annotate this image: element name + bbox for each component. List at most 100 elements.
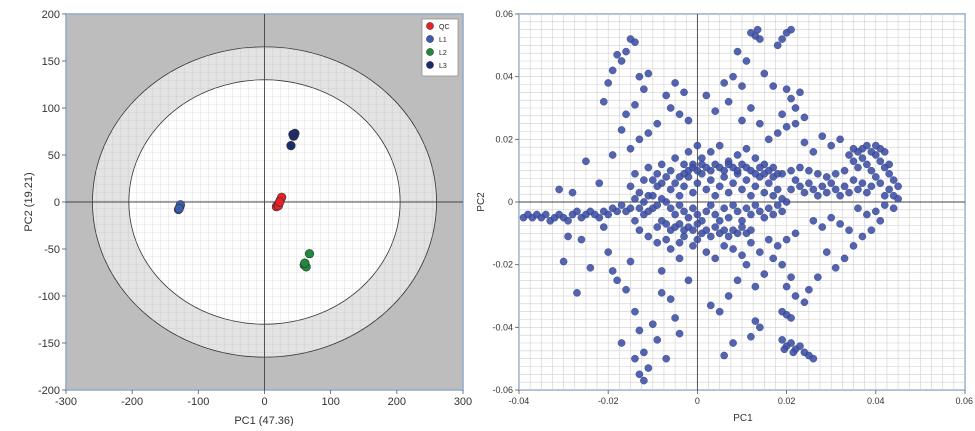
loading-point	[837, 136, 844, 143]
loading-point	[667, 296, 674, 303]
loading-point	[569, 189, 576, 196]
loading-point	[823, 173, 830, 180]
loading-point	[787, 167, 794, 174]
loading-point	[582, 158, 589, 165]
loading-point	[729, 180, 736, 187]
loading-point	[645, 70, 652, 77]
loading-point	[859, 155, 866, 162]
loading-point	[631, 101, 638, 108]
loading-point	[614, 208, 621, 215]
loading-point	[738, 82, 745, 89]
loading-point	[609, 151, 616, 158]
loading-point	[877, 158, 884, 165]
y-tick-label: -200	[38, 385, 60, 397]
loading-point	[676, 173, 683, 180]
loading-point	[676, 111, 683, 118]
loading-point	[640, 86, 647, 93]
loading-point	[783, 123, 790, 130]
loading-point	[828, 142, 835, 149]
loading-point	[640, 176, 647, 183]
loading-point	[605, 249, 612, 256]
loading-point	[801, 189, 808, 196]
loading-point	[787, 339, 794, 346]
loading-point	[636, 205, 643, 212]
loading-point	[716, 308, 723, 315]
loading-point	[564, 233, 571, 240]
loading-point	[805, 167, 812, 174]
loading-point	[877, 217, 884, 224]
loading-point	[801, 114, 808, 121]
loading-point	[631, 308, 638, 315]
loading-point	[734, 48, 741, 55]
legend-marker-l1	[426, 35, 433, 42]
score-plot-panel: -300 -200 -100 0 100 200 300 200150100500-50-1…	[23, 9, 472, 426]
loading-point	[810, 186, 817, 193]
x-tick-label: 0.02	[778, 396, 796, 406]
loading-point	[649, 192, 656, 199]
loading-point	[689, 205, 696, 212]
loading-point	[721, 79, 728, 86]
loading-point	[841, 167, 848, 174]
loading-point	[863, 211, 870, 218]
loading-point	[636, 227, 643, 234]
loading-point	[618, 339, 625, 346]
loading-point	[600, 98, 607, 105]
loading-point	[649, 321, 656, 328]
loading-point	[712, 192, 719, 199]
loading-point	[689, 189, 696, 196]
loading-point	[796, 89, 803, 96]
loading-point	[609, 67, 616, 74]
loading-point	[614, 277, 621, 284]
loading-point	[667, 186, 674, 193]
loading-point	[636, 327, 643, 334]
loading-point	[622, 48, 629, 55]
loading-point	[872, 142, 879, 149]
loading-point	[618, 202, 625, 209]
loading-point	[774, 42, 781, 49]
legend-marker-l3	[426, 61, 433, 68]
loading-point	[886, 186, 893, 193]
loading-point	[725, 292, 732, 299]
loading-point	[729, 202, 736, 209]
legend-label-qc: QC	[439, 24, 450, 31]
x-axis-label: PC1	[733, 413, 753, 424]
y-tick-label: 200	[42, 9, 60, 21]
loading-point	[859, 180, 866, 187]
loading-point	[881, 192, 888, 199]
loading-point	[779, 35, 786, 42]
legend: QCL1L2L3	[422, 19, 458, 76]
loading-point	[636, 189, 643, 196]
legend-label-l1: L1	[439, 37, 447, 44]
loading-point	[596, 214, 603, 221]
loading-point	[703, 208, 710, 215]
y-axis-ticks: 0.060.040.020-0.02-0.04-0.06	[492, 9, 519, 395]
loading-point	[672, 79, 679, 86]
loading-point	[752, 283, 759, 290]
loading-point	[761, 214, 768, 221]
loading-point	[600, 223, 607, 230]
loading-point	[618, 126, 625, 133]
loading-point	[743, 176, 750, 183]
legend-label-l2: L2	[439, 50, 447, 57]
loading-point	[640, 377, 647, 384]
loading-point	[658, 195, 665, 202]
loading-point	[725, 98, 732, 105]
loading-point	[743, 261, 750, 268]
loading-point	[738, 223, 745, 230]
loading-point	[850, 176, 857, 183]
loading-point	[667, 167, 674, 174]
loading-point	[792, 120, 799, 127]
loading-point	[752, 317, 759, 324]
loading-point	[792, 104, 799, 111]
loading-point	[636, 371, 643, 378]
loading-point	[694, 142, 701, 149]
loading-point	[663, 236, 670, 243]
loading-point	[596, 180, 603, 187]
loading-point	[743, 57, 750, 64]
y-tick-label: -100	[38, 291, 60, 303]
loading-point	[667, 245, 674, 252]
loading-point	[837, 192, 844, 199]
loading-point	[747, 333, 754, 340]
loading-point	[743, 205, 750, 212]
